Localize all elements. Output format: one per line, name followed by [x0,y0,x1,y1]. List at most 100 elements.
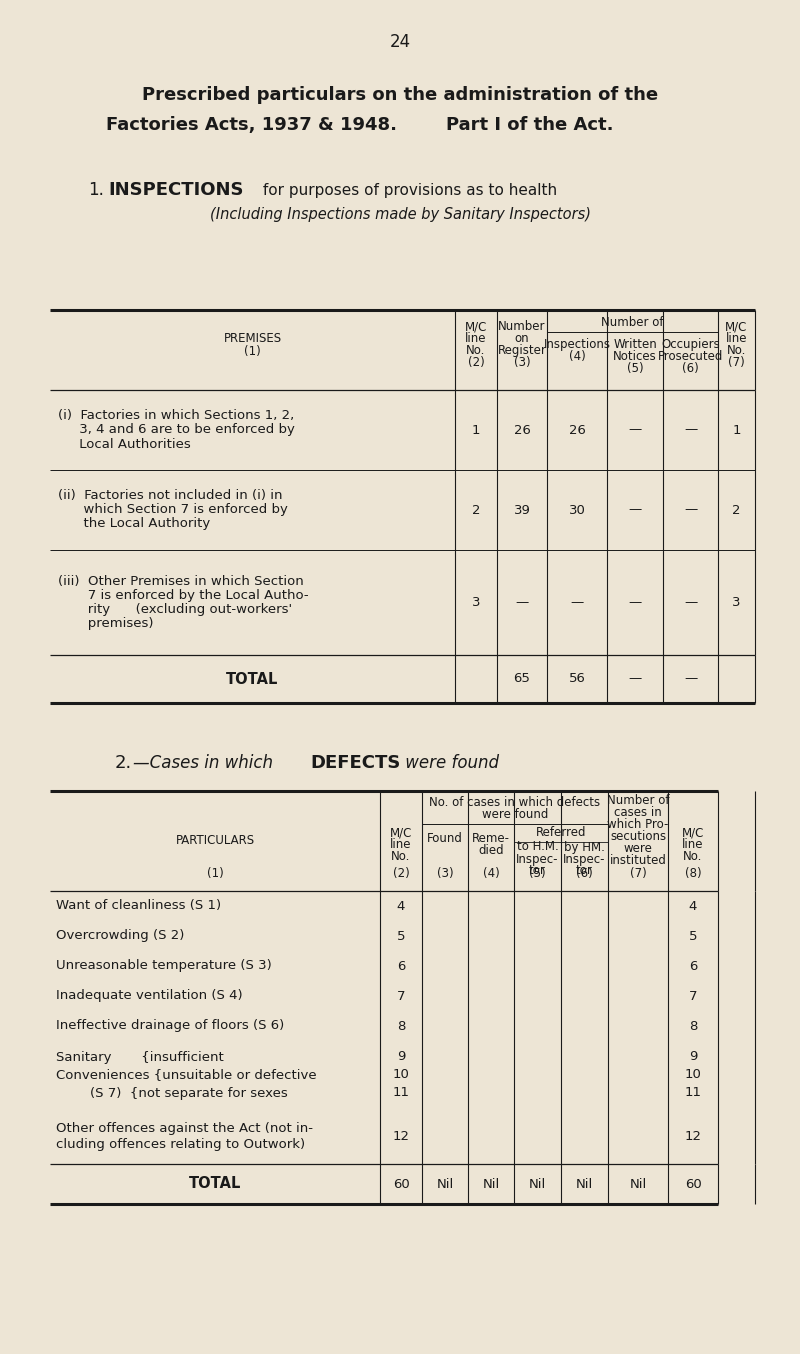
Text: (5): (5) [529,867,546,880]
Text: 26: 26 [514,424,530,436]
Text: 9: 9 [689,1051,697,1063]
Text: —: — [684,504,697,516]
Text: Occupiers: Occupiers [661,338,720,351]
Text: were found: were found [482,808,548,822]
Text: 65: 65 [514,673,530,685]
Text: 56: 56 [569,673,586,685]
Text: Register: Register [498,344,546,357]
Text: (4): (4) [569,349,586,363]
Text: —: — [570,596,584,609]
Text: —: — [684,596,697,609]
Text: 1.: 1. [88,181,104,199]
Text: which Section 7 is enforced by: which Section 7 is enforced by [58,504,288,516]
Text: Inspec-: Inspec- [563,853,606,865]
Text: 3, 4 and 6 are to be enforced by: 3, 4 and 6 are to be enforced by [58,424,295,436]
Text: rity      (excluding out-workers': rity (excluding out-workers' [58,603,292,616]
Text: Unreasonable temperature (S 3): Unreasonable temperature (S 3) [56,960,272,972]
Text: 5: 5 [397,929,406,942]
Text: 39: 39 [514,504,530,516]
Text: 8: 8 [397,1020,405,1033]
Text: —: — [628,596,642,609]
Text: 60: 60 [685,1178,702,1190]
Text: Nil: Nil [482,1178,500,1190]
Text: Prescribed particulars on the administration of the: Prescribed particulars on the administra… [142,87,658,104]
Text: 30: 30 [569,504,586,516]
Text: 3: 3 [732,596,741,609]
Text: 11: 11 [393,1086,410,1099]
Text: Inspec-: Inspec- [516,853,558,865]
Text: PREMISES: PREMISES [223,332,282,344]
Text: (Including Inspections made by Sanitary Inspectors): (Including Inspections made by Sanitary … [210,207,590,222]
Text: line: line [682,838,704,852]
Text: Nil: Nil [630,1178,646,1190]
Text: 7: 7 [397,990,406,1002]
Text: —Cases in which: —Cases in which [133,754,278,772]
Text: Referred: Referred [536,826,586,839]
Text: Conveniences {unsuitable or defective: Conveniences {unsuitable or defective [56,1068,317,1082]
Text: 11: 11 [685,1086,702,1099]
Text: 2: 2 [732,504,741,516]
Text: (2): (2) [393,867,410,880]
Text: Number: Number [498,320,546,333]
Text: Found: Found [427,833,463,845]
Text: Overcrowding (S 2): Overcrowding (S 2) [56,929,184,942]
Text: (2): (2) [468,356,484,370]
Text: (iii)  Other Premises in which Section: (iii) Other Premises in which Section [58,575,304,588]
Text: (1): (1) [206,867,223,880]
Text: No.: No. [727,344,746,357]
Text: 24: 24 [390,32,410,51]
Text: 3: 3 [472,596,480,609]
Text: No. of cases in which defects: No. of cases in which defects [430,796,601,810]
Text: 5: 5 [689,929,698,942]
Text: Prosecuted: Prosecuted [658,349,723,363]
Text: Number of: Number of [602,317,664,329]
Text: Reme-: Reme- [472,833,510,845]
Text: for purposes of provisions as to health: for purposes of provisions as to health [258,183,557,198]
Text: died: died [478,845,504,857]
Text: 9: 9 [397,1051,405,1063]
Text: (7): (7) [728,356,745,370]
Text: Factories Acts, 1937 & 1948.: Factories Acts, 1937 & 1948. [106,116,398,134]
Text: Inadequate ventilation (S 4): Inadequate ventilation (S 4) [56,990,242,1002]
Text: (3): (3) [514,356,530,370]
Text: PARTICULARS: PARTICULARS [175,834,254,848]
Text: 6: 6 [397,960,405,972]
Text: Sanitary       {insufficient: Sanitary {insufficient [56,1051,224,1063]
Text: Part I of the Act.: Part I of the Act. [446,116,614,134]
Text: No.: No. [683,850,702,864]
Text: Number of: Number of [606,795,670,807]
Text: (3): (3) [437,867,454,880]
Text: No.: No. [391,850,410,864]
Text: (6): (6) [682,362,699,375]
Text: (5): (5) [626,362,643,375]
Text: M/C: M/C [682,826,704,839]
Text: 2.: 2. [115,754,132,772]
Text: M/C: M/C [726,320,748,333]
Text: 60: 60 [393,1178,410,1190]
Text: TOTAL: TOTAL [189,1177,241,1192]
Text: (i)  Factories in which Sections 1, 2,: (i) Factories in which Sections 1, 2, [58,409,294,422]
Text: to H.M.: to H.M. [517,841,558,853]
Text: Nil: Nil [436,1178,454,1190]
Text: 6: 6 [689,960,697,972]
Text: M/C: M/C [465,320,487,333]
Text: Written: Written [613,338,657,351]
Text: 7 is enforced by the Local Autho-: 7 is enforced by the Local Autho- [58,589,309,603]
Text: DEFECTS: DEFECTS [310,754,400,772]
Text: TOTAL: TOTAL [226,672,278,686]
Text: on: on [514,332,530,345]
Text: No.: No. [466,344,486,357]
Text: —: — [628,504,642,516]
Text: (S 7)  {not separate for sexes: (S 7) {not separate for sexes [56,1086,288,1099]
Text: line: line [390,838,412,852]
Text: Other offences against the Act (not in-: Other offences against the Act (not in- [56,1122,313,1135]
Text: line: line [726,332,747,345]
Text: Nil: Nil [576,1178,593,1190]
Text: (ii)  Factories not included in (i) in: (ii) Factories not included in (i) in [58,490,282,502]
Text: 4: 4 [397,899,405,913]
Text: 12: 12 [685,1131,702,1143]
Text: cluding offences relating to Outwork): cluding offences relating to Outwork) [56,1137,305,1151]
Text: line: line [466,332,486,345]
Text: Ineffective drainage of floors (S 6): Ineffective drainage of floors (S 6) [56,1020,284,1033]
Text: 1: 1 [732,424,741,436]
